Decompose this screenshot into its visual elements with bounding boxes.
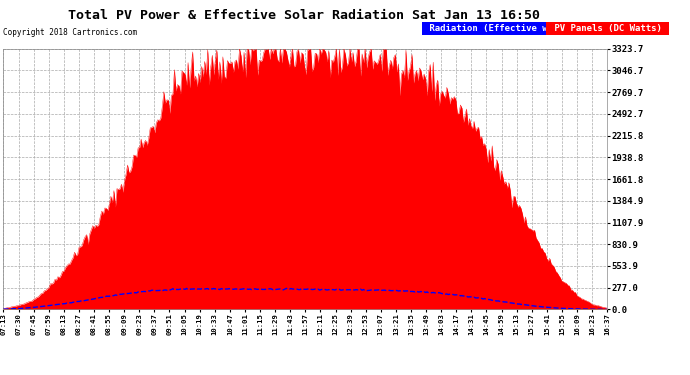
Text: Radiation (Effective w/m2): Radiation (Effective w/m2) <box>424 24 575 33</box>
Text: Copyright 2018 Cartronics.com: Copyright 2018 Cartronics.com <box>3 28 137 37</box>
Text: Total PV Power & Effective Solar Radiation Sat Jan 13 16:50: Total PV Power & Effective Solar Radiati… <box>68 9 540 22</box>
Text: PV Panels (DC Watts): PV Panels (DC Watts) <box>549 24 667 33</box>
